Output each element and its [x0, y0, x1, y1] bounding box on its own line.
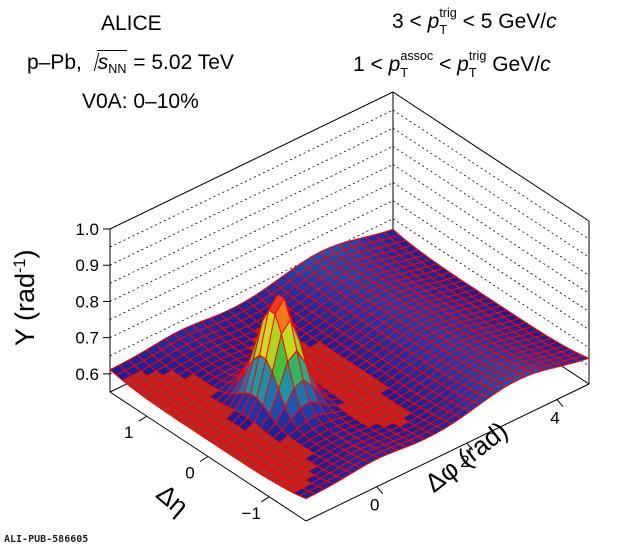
assoc-pt-indices: assoc T [400, 48, 434, 81]
tick-labels: 0.6 0.7 0.8 0.9 1.0 0 2 4 1 0 −1 [75, 220, 559, 523]
centrality-label: V0A: 0–10% [82, 90, 199, 113]
back-top-edge-right [392, 91, 590, 222]
trigger-range-label: 3 < p trig T < 5 GeV/c [392, 5, 557, 38]
system-label: p–Pb, [27, 51, 82, 74]
z-axis-title: Y (rad-1) [10, 250, 41, 346]
trigger-pt-symbol: p [427, 10, 440, 34]
grid-line-back-right [392, 164, 590, 294]
trigger-c: c [546, 10, 557, 34]
assoc-pt-symbol: p [388, 53, 401, 77]
z-tick-label: 0.6 [75, 365, 99, 384]
assoc-range-label: 1 < p assoc T < p trig T GeV/c [353, 48, 551, 81]
z-axis-title-text: Y (rad [10, 272, 40, 346]
grid-line-back-right [392, 218, 590, 349]
assoc-trig-sub: T [468, 66, 477, 81]
back-top-edge-left [109, 91, 394, 230]
assoc-sup: assoc [400, 48, 434, 63]
publication-id: ALI-PUB-586605 [4, 534, 89, 545]
grid-line-back-right [392, 127, 590, 258]
trigger-low: 3 < [392, 10, 422, 34]
y-tick-label: 1 [124, 423, 133, 442]
z-tick-label: 0.9 [75, 256, 99, 275]
grid-line-back-right [392, 200, 590, 331]
y-tick-label: −1 [242, 504, 261, 523]
system-energy-label: p–Pb, sNN = 5.02 TeV [27, 50, 234, 77]
trigger-sub: T [439, 23, 448, 38]
experiment-label: ALICE [101, 12, 162, 35]
x-tick [556, 399, 564, 407]
grid-line-back-right [392, 182, 590, 312]
assoc-trig-sup: trig [468, 48, 487, 63]
trigger-pt-indices: trig T [439, 5, 457, 38]
x-tick-label: 4 [550, 409, 559, 428]
y-tick [138, 415, 148, 422]
trigger-sup: trig [439, 5, 457, 20]
x-tick-label: 0 [370, 496, 379, 515]
grid-line-back-right [392, 109, 590, 240]
x-tick-label: 2 [460, 452, 469, 471]
y-tick [199, 456, 209, 462]
assoc-high: GeV/ [492, 53, 541, 77]
x-tick [466, 442, 474, 451]
assoc-c: c [540, 53, 551, 77]
x-tick [376, 486, 384, 495]
z-tick-label: 0.8 [75, 292, 99, 311]
grid-line-back-right [392, 145, 590, 276]
assoc-trig-pt-symbol: p [457, 53, 469, 77]
energy-variable: s [97, 51, 109, 74]
grid-line-back-left [109, 109, 394, 248]
assoc-low: 1 < [353, 53, 383, 77]
z-axis-title-sup: -1 [11, 258, 30, 273]
x-axis-line [305, 383, 590, 522]
assoc-trig-pt-indices: trig T [468, 48, 487, 81]
sqrt-symbol: sNN [88, 50, 128, 77]
energy-value: = 5.02 TeV [133, 51, 234, 74]
z-axis-title-close: ) [10, 249, 40, 259]
z-tick-label: 1.0 [75, 220, 99, 239]
surface-cell [299, 490, 316, 500]
z-tick-label: 0.7 [75, 329, 99, 348]
surface-mesh [109, 228, 590, 500]
y-tick-label: 0 [185, 464, 194, 483]
energy-subscript: NN [108, 62, 127, 77]
assoc-sub: T [400, 66, 409, 81]
assoc-mid: < [439, 53, 452, 77]
y-tick [260, 496, 270, 503]
trigger-high: < 5 GeV/ [462, 10, 547, 34]
